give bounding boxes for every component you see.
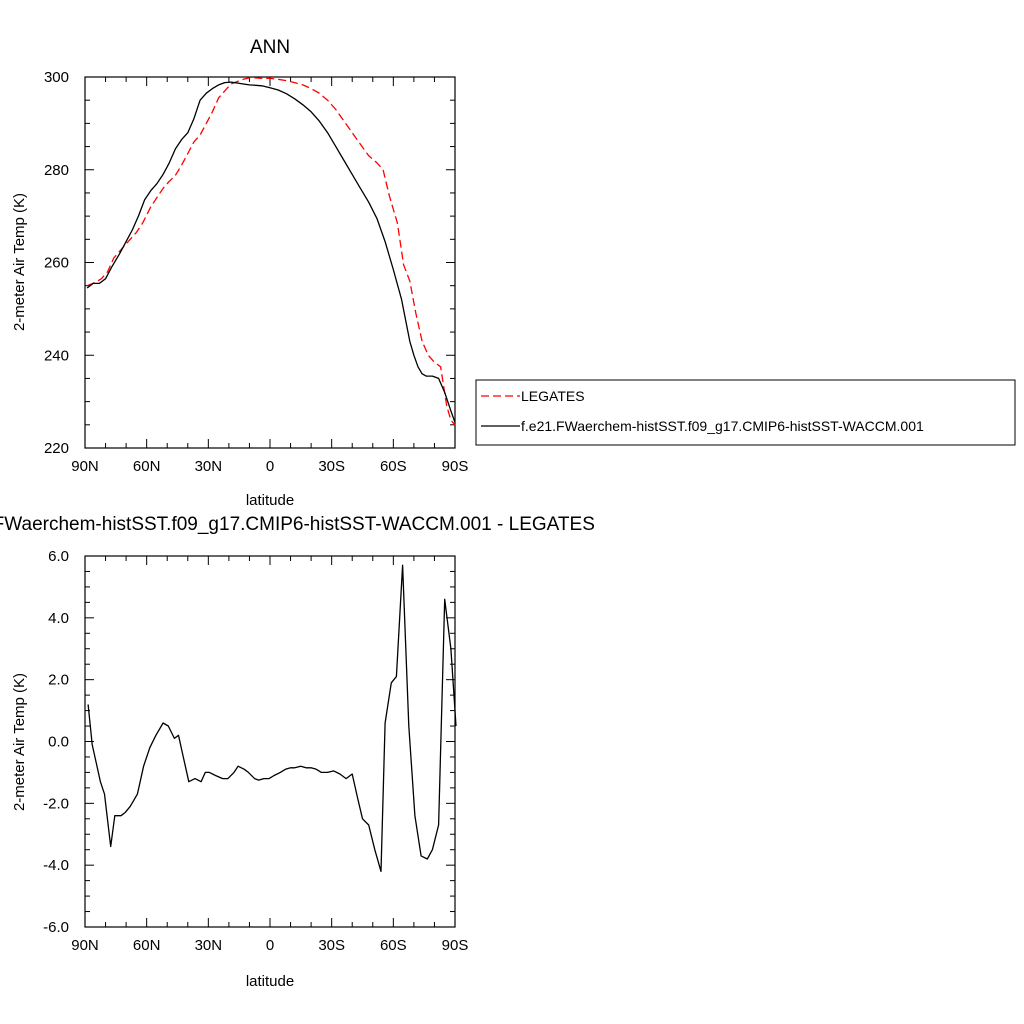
top-plot-frame <box>84 76 456 449</box>
bottom-ytick-label: 6.0 <box>48 548 69 565</box>
top-xlabel: latitude <box>246 492 294 509</box>
bottom-xtick-label: 30N <box>195 937 223 954</box>
top-ytick-label: 240 <box>44 347 69 364</box>
bottom-xtick-label: 60S <box>380 937 407 954</box>
top-series <box>86 77 456 426</box>
bottom-ytick-label: -4.0 <box>43 857 69 874</box>
legend-box <box>475 379 1016 446</box>
bottom-ytick-label: 4.0 <box>48 610 69 627</box>
legend-label-legates: LEGATES <box>521 388 585 404</box>
bottom-ytick-label: -6.0 <box>43 919 69 936</box>
bottom-ytick-label: -2.0 <box>43 795 69 812</box>
panel-top: ANN 90N 60N 30N 0 30S 60S 90S 220 240 260 280 300 l… <box>11 37 468 509</box>
top-ytick-label: 220 <box>44 440 69 457</box>
legend-label-model: f.e21.FWaerchem-histSST.f09_g17.CMIP6-hi… <box>521 418 924 434</box>
bottom-ytick-label: 2.0 <box>48 672 69 689</box>
top-ticks: 90N 60N 30N 0 30S 60S 90S 220 240 260 280 300 <box>44 69 468 475</box>
bottom-ytick-label: 0.0 <box>48 734 69 751</box>
top-ylabel: 2-meter Air Temp (K) <box>11 193 28 331</box>
top-xtick-label: 90S <box>442 458 469 475</box>
top-xtick-label: 60N <box>133 458 161 475</box>
bottom-xtick-label: 90N <box>71 937 99 954</box>
bottom-xtick-label: 0 <box>266 937 274 954</box>
top-title: ANN <box>250 37 290 58</box>
bottom-title: f.e21.FWaerchem-histSST.f09_g17.CMIP6-hi… <box>0 514 595 535</box>
top-xtick-label: 90N <box>71 458 99 475</box>
top-ytick-label: 280 <box>44 162 69 179</box>
top-xtick-label: 0 <box>266 458 274 475</box>
bottom-xtick-label: 60N <box>133 937 161 954</box>
bottom-xtick-label: 30S <box>318 937 345 954</box>
top-xtick-label: 60S <box>380 458 407 475</box>
bottom-ylabel: 2-meter Air Temp (K) <box>11 673 28 811</box>
top-series-line-0 <box>86 77 456 426</box>
top-ytick-label: 260 <box>44 255 69 272</box>
bottom-xtick-label: 90S <box>442 937 469 954</box>
bottom-series <box>87 564 457 873</box>
legend: LEGATES f.e21.FWaerchem-histSST.f09_g17.… <box>475 379 1016 446</box>
bottom-xlabel: latitude <box>246 973 294 990</box>
top-xtick-label: 30N <box>195 458 223 475</box>
panel-bottom: f.e21.FWaerchem-histSST.f09_g17.CMIP6-hi… <box>0 514 595 990</box>
top-xtick-label: 30S <box>318 458 345 475</box>
bottom-series-line-0 <box>87 564 457 873</box>
top-ytick-label: 300 <box>44 69 69 86</box>
bottom-ticks: 90N 60N 30N 0 30S 60S 90S -6.0 -4.0 -2.0 0.0 2.0 4.0… <box>43 548 468 954</box>
top-series-line-1 <box>86 81 456 423</box>
